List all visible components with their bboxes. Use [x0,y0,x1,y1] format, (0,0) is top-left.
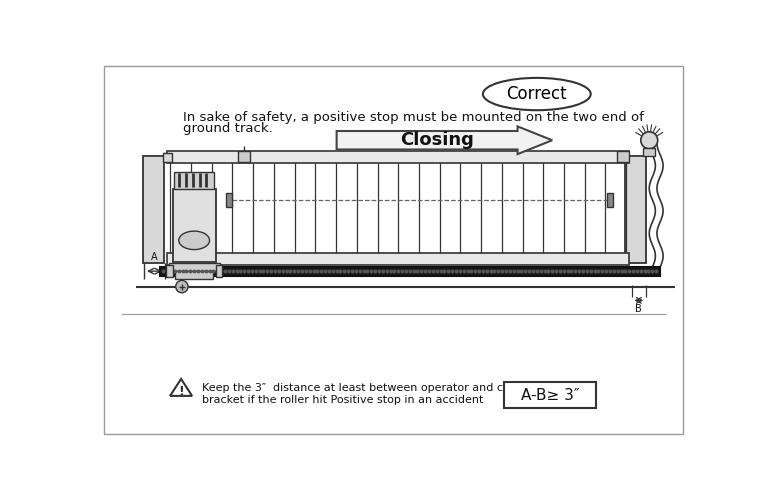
Ellipse shape [483,78,591,110]
Text: B: B [635,304,642,314]
Bar [167,151,629,163]
Bar [175,271,214,279]
Text: In sake of safety, a positive stop must be mounted on the two end of: In sake of safety, a positive stop must … [183,111,644,124]
Bar [174,172,214,189]
Ellipse shape [179,231,210,249]
Text: Closing: Closing [400,131,474,149]
Bar [607,194,613,207]
Text: Correct: Correct [507,85,567,103]
Circle shape [176,280,188,293]
Bar [163,152,172,162]
Bar [169,263,220,271]
Text: ground track.: ground track. [183,122,273,135]
Polygon shape [170,379,192,396]
Bar [167,265,173,277]
Bar [167,252,629,265]
Bar [643,148,655,155]
Text: A-B≥ 3″: A-B≥ 3″ [521,388,579,402]
Circle shape [641,132,657,148]
Bar [173,189,216,262]
Bar [143,155,164,263]
Text: A: A [151,252,158,262]
FancyArrow shape [336,126,552,154]
Bar [624,155,646,263]
Bar [226,194,232,207]
Bar [617,151,629,162]
Bar [160,266,660,276]
Bar [504,382,596,408]
Text: !: ! [178,385,184,398]
Text: bracket if the roller hit Positive stop in an accident: bracket if the roller hit Positive stop … [202,395,483,405]
Bar [216,265,222,277]
Bar [238,151,250,162]
Text: Keep the 3″  distance at least between operator and chain: Keep the 3″ distance at least between op… [202,383,527,393]
